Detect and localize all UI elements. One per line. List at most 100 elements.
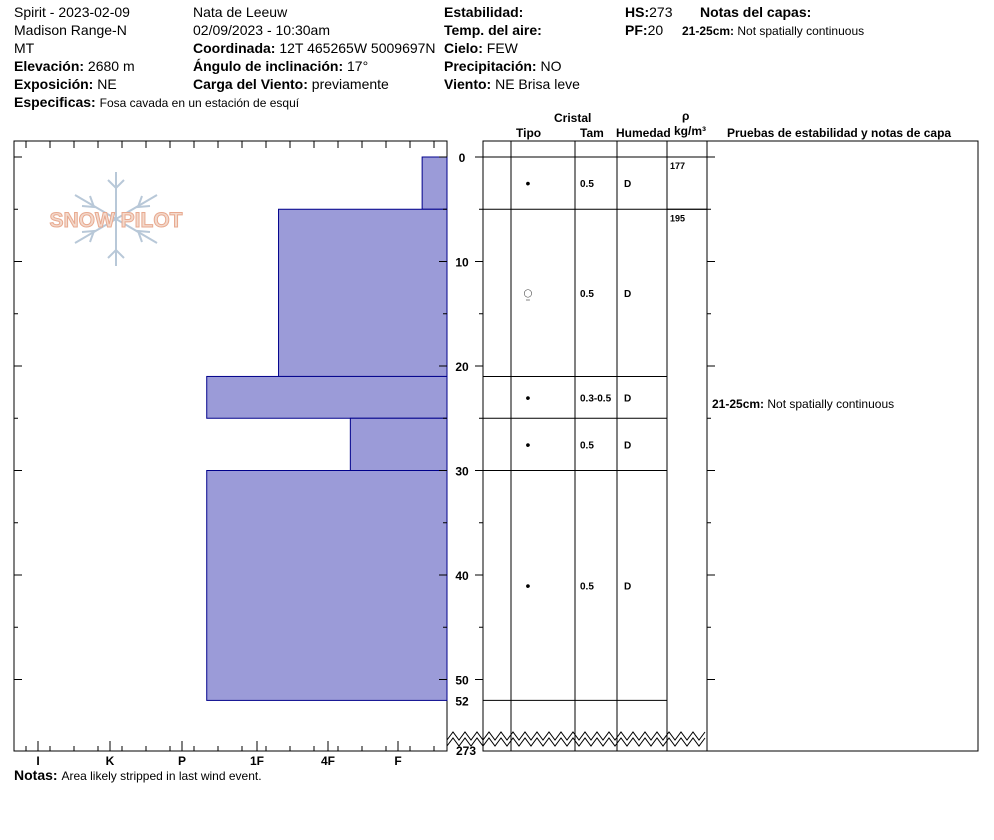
- grain-size: 0.3-0.5: [580, 393, 612, 404]
- exposure-value: NE: [97, 76, 117, 92]
- wind: Viento: NE Brisa leve: [444, 76, 580, 92]
- coord-value: 12T 465265W 5009697N: [279, 40, 436, 56]
- wind-value: NE Brisa leve: [495, 76, 580, 92]
- grain-symbol: •: [526, 175, 531, 191]
- sky-value: FEW: [486, 40, 518, 56]
- exposure-label: Exposición:: [14, 76, 94, 92]
- slope-label: Ángulo de inclinación:: [193, 58, 344, 74]
- hardness-bar: [206, 470, 448, 701]
- grain-symbol: ⍜: [524, 285, 533, 301]
- precip-value: NO: [540, 58, 562, 74]
- observer-line2: Madison Range-N: [14, 22, 127, 38]
- hardness-tick-label: 4F: [321, 754, 335, 768]
- air-temp-label: Temp. del aire:: [444, 22, 542, 38]
- sky: Cielo: FEW: [444, 40, 518, 56]
- wind-load: Carga del Viento: previamente: [193, 76, 389, 92]
- tests-column-frame: [706, 140, 979, 752]
- depth-tick-label: 20: [455, 360, 469, 374]
- moisture-value: D: [624, 393, 631, 404]
- specifics-value: Fosa cavada en un estación de esquí: [99, 96, 300, 110]
- test-note-text: Not spatially continuous: [767, 397, 895, 411]
- depth-axis: 0 10 20 30 40 50 52 273: [14, 151, 715, 758]
- logo-text: SNOW PILOT: [50, 209, 183, 232]
- hardness-bar: [206, 375, 448, 419]
- precipitation: Precipitación: NO: [444, 58, 561, 74]
- hardness-layers: [206, 156, 448, 701]
- observer-line3: MT: [14, 40, 35, 56]
- depth-bottom-label: 273: [456, 744, 476, 758]
- crystal-header: Cristal: [554, 111, 592, 125]
- snowflake-icon: [74, 172, 158, 266]
- stability: Estabilidad:: [444, 4, 523, 20]
- hardness-bar: [421, 156, 448, 210]
- stability-label: Estabilidad:: [444, 4, 524, 20]
- size-header: Tam: [580, 126, 604, 140]
- slope-value: 17°: [347, 58, 369, 74]
- depth-break-line: [446, 731, 706, 741]
- moisture-value: D: [624, 289, 631, 300]
- wind-label: Viento:: [444, 76, 492, 92]
- layer-notes-label: Notas del capas:: [700, 4, 812, 20]
- depth-tick-label: 40: [455, 569, 469, 583]
- moisture-value: D: [624, 179, 631, 190]
- tests-header: Pruebas de estabilidad y notas de capa: [727, 126, 952, 140]
- exposure: Exposición: NE: [14, 76, 117, 92]
- rho-header: ρ: [682, 109, 690, 123]
- coordinate: Coordinada: 12T 465265W 5009697N: [193, 40, 436, 56]
- slope: Ángulo de inclinación: 17°: [193, 58, 368, 74]
- wind-load-label: Carga del Viento:: [193, 76, 308, 92]
- pf-label: PF:: [625, 22, 648, 38]
- test-note: 21-25cm: Not spatially continuous: [712, 396, 894, 412]
- hardness-bar: [349, 417, 448, 471]
- sky-label: Cielo:: [444, 40, 483, 56]
- grain-size: 0.5: [580, 179, 594, 190]
- depth-tick-label: 10: [455, 256, 469, 270]
- grain-symbol: •: [526, 577, 531, 593]
- precip-label: Precipitación:: [444, 58, 537, 74]
- depth-break-line: [446, 737, 706, 747]
- author: Nata de Leeuw: [193, 4, 288, 20]
- crystal-table: • 0.5 D 177 ⍜ 0.5 D 195 • 0.3-0.5 D • 0.5 D • 0.5 D: [446, 140, 708, 752]
- depth-tick-label: 50: [455, 674, 469, 688]
- depth-tick-label: 0: [459, 151, 466, 165]
- hs: HS:273: [625, 4, 672, 20]
- moisture-value: D: [624, 581, 631, 592]
- layer-note-text: Not spatially continuous: [737, 24, 865, 38]
- elevation: Elevación: 2680 m: [14, 58, 135, 74]
- hardness-axis: I K P 1F 4F F: [25, 141, 435, 768]
- coord-label: Coordinada:: [193, 40, 276, 56]
- density-value: 177: [670, 161, 685, 171]
- density-value: 195: [670, 213, 685, 223]
- grain-size: 0.5: [580, 289, 594, 300]
- notes-label: Notas:: [14, 767, 58, 783]
- layer-note-depth: 21-25cm:: [682, 24, 735, 38]
- pf: PF:20: [625, 22, 663, 38]
- grain-size: 0.5: [580, 440, 594, 451]
- hardness-tick-label: F: [394, 754, 401, 768]
- specifics-label: Especificas:: [14, 94, 96, 110]
- grain-symbol: •: [526, 436, 531, 452]
- hardness-tick-label: P: [178, 754, 186, 768]
- datetime: 02/09/2023 - 10:30am: [193, 22, 330, 38]
- snowpilot-logo: SNOW PILOT: [49, 172, 183, 266]
- pf-value: 20: [647, 22, 664, 38]
- test-note-depth: 21-25cm:: [712, 397, 765, 411]
- wind-load-value: previamente: [311, 76, 389, 92]
- density-unit-header: kg/m³: [674, 124, 707, 138]
- hs-value: 273: [649, 4, 673, 20]
- layer-note: 21-25cm: Not spatially continuous: [682, 23, 864, 39]
- grain-size: 0.5: [580, 581, 594, 592]
- grain-symbol: •: [526, 389, 531, 405]
- notes-text: Area likely stripped in last wind event.: [61, 769, 262, 783]
- hardness-bar: [278, 208, 448, 377]
- elevation-value: 2680 m: [87, 58, 135, 74]
- hs-label: HS:: [625, 4, 650, 20]
- moisture-value: D: [624, 440, 631, 451]
- elevation-label: Elevación:: [14, 58, 85, 74]
- hardness-plot-frame: [13, 140, 448, 752]
- hardness-tick-label: I: [36, 754, 39, 768]
- type-header: Tipo: [516, 126, 542, 140]
- humidity-header: Humedad: [616, 126, 671, 140]
- depth-tick-label: 30: [455, 465, 469, 479]
- observer-line1: Spirit - 2023-02-09: [14, 4, 130, 20]
